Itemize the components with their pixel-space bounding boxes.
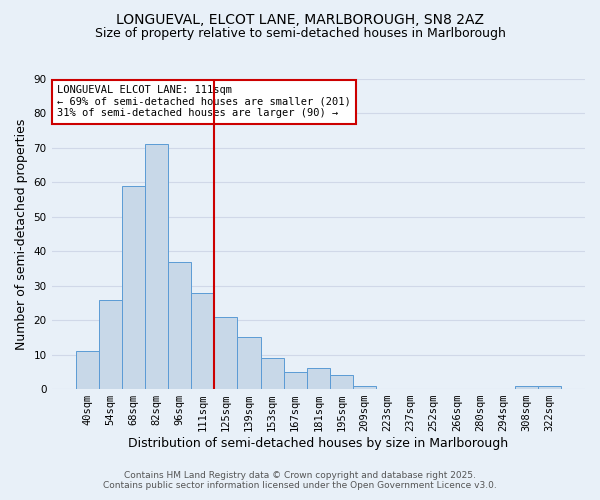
Bar [145, 144, 168, 389]
Text: LONGUEVAL, ELCOT LANE, MARLBOROUGH, SN8 2AZ: LONGUEVAL, ELCOT LANE, MARLBOROUGH, SN8 … [116, 12, 484, 26]
Bar [76, 351, 99, 389]
Y-axis label: Number of semi-detached properties: Number of semi-detached properties [15, 118, 28, 350]
Bar [238, 338, 260, 389]
Bar [168, 262, 191, 389]
Bar [191, 292, 214, 389]
Text: Size of property relative to semi-detached houses in Marlborough: Size of property relative to semi-detach… [95, 28, 505, 40]
Bar [307, 368, 330, 389]
Bar [330, 376, 353, 389]
Bar [214, 316, 238, 389]
X-axis label: Distribution of semi-detached houses by size in Marlborough: Distribution of semi-detached houses by … [128, 437, 508, 450]
Bar [538, 386, 561, 389]
Bar [515, 386, 538, 389]
Text: LONGUEVAL ELCOT LANE: 111sqm
← 69% of semi-detached houses are smaller (201)
31%: LONGUEVAL ELCOT LANE: 111sqm ← 69% of se… [57, 85, 350, 118]
Bar [99, 300, 122, 389]
Bar [122, 186, 145, 389]
Bar [353, 386, 376, 389]
Bar [284, 372, 307, 389]
Bar [260, 358, 284, 389]
Text: Contains HM Land Registry data © Crown copyright and database right 2025.
Contai: Contains HM Land Registry data © Crown c… [103, 470, 497, 490]
